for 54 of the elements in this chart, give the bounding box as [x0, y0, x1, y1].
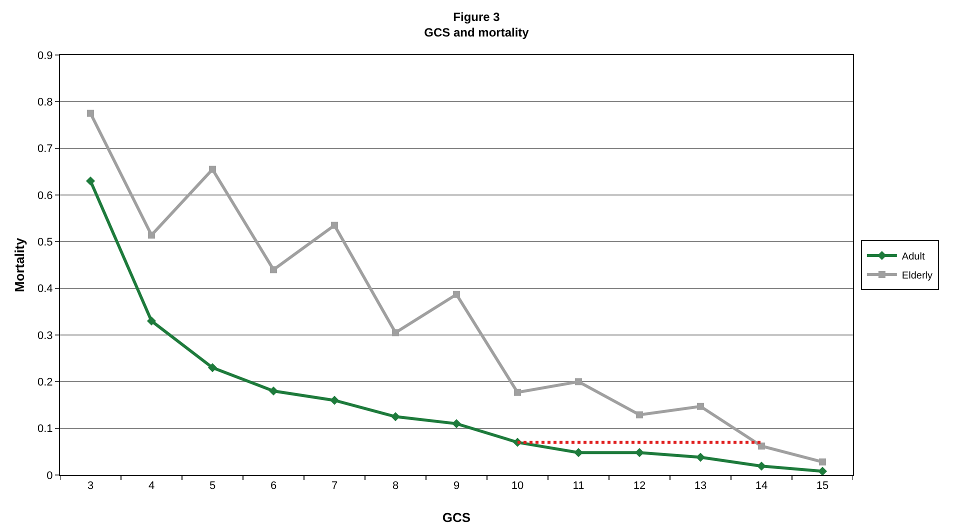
point	[575, 378, 582, 386]
x-tick-label: 6	[270, 480, 277, 492]
x-tick-label: 13	[694, 480, 707, 492]
point	[819, 458, 826, 466]
point	[452, 419, 462, 428]
x-tick-label: 5	[209, 480, 216, 492]
legend-label: Adult	[902, 251, 925, 262]
y-tick-label: 0.4	[38, 283, 53, 296]
x-tick-label: 14	[755, 480, 768, 492]
y-tick-label: 0.9	[38, 50, 53, 62]
point	[146, 316, 156, 326]
point	[392, 329, 399, 336]
y-tick-label: 0.2	[38, 376, 53, 389]
point	[270, 266, 277, 274]
point	[390, 412, 400, 422]
x-tick-label: 12	[633, 480, 646, 492]
point	[331, 222, 338, 229]
y-tick-label: 0.7	[38, 143, 53, 156]
point	[636, 411, 643, 418]
point	[87, 110, 94, 117]
x-tick-label: 11	[572, 480, 584, 492]
point	[453, 290, 460, 298]
y-tick-label: 0.5	[38, 236, 53, 249]
point	[756, 462, 766, 471]
x-tick-label: 15	[816, 480, 829, 492]
y-tick-label: 0.6	[38, 190, 53, 202]
chart-title: Figure 3	[453, 10, 500, 24]
x-tick-label: 3	[87, 480, 94, 492]
y-tick-label: 0.1	[38, 423, 53, 436]
point	[86, 176, 96, 186]
point	[818, 466, 828, 476]
point	[758, 442, 765, 450]
x-tick-label: 9	[453, 480, 460, 492]
point	[330, 396, 340, 405]
point	[574, 448, 584, 458]
point	[148, 232, 155, 239]
x-axis-title: GCS	[442, 510, 471, 525]
point	[514, 388, 521, 396]
point	[208, 363, 218, 372]
point	[696, 452, 706, 462]
point	[634, 448, 644, 458]
y-tick-label: 0.8	[38, 96, 53, 109]
point	[268, 386, 278, 396]
y-tick-label: 0	[46, 470, 53, 482]
y-axis-title: Mortality	[12, 237, 27, 292]
chart-subtitle: GCS and mortality	[424, 26, 530, 40]
point	[697, 402, 704, 410]
point	[209, 166, 216, 173]
y-tick-label: 0.3	[38, 330, 53, 342]
legend-label: Elderly	[902, 270, 933, 282]
x-tick-label: 4	[148, 480, 155, 492]
x-tick-label: 7	[331, 480, 338, 492]
x-tick-label: 8	[392, 480, 399, 492]
x-tick-label: 10	[511, 480, 524, 492]
